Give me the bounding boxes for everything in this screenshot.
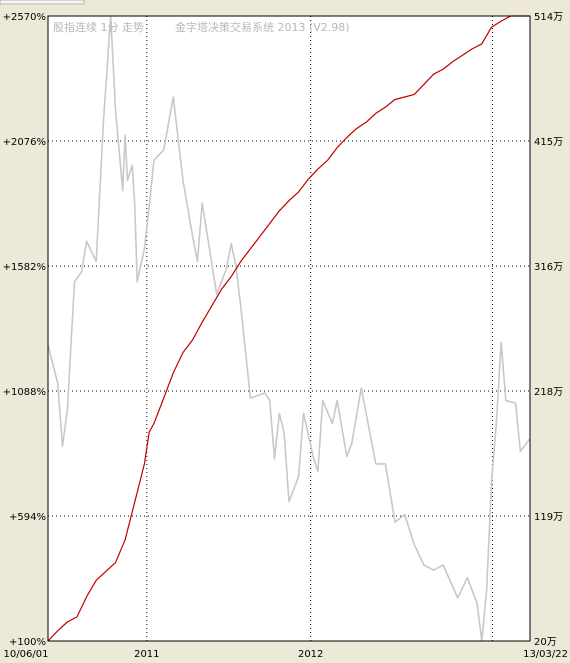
x-axis-tick: 10/06/01: [4, 649, 49, 660]
x-axis-tick: 2011: [134, 649, 159, 660]
left-axis-tick: +100%: [9, 637, 46, 648]
top-strip: [0, 0, 85, 5]
x-axis-tick: 2012: [298, 649, 323, 660]
system-title: 金字塔决策交易系统 2013 (V2.98): [175, 20, 350, 34]
left-axis-tick: +1088%: [3, 387, 46, 398]
left-axis-tick: +2076%: [3, 137, 46, 148]
left-axis-tick: +594%: [9, 512, 46, 523]
plot-frame: [47, 15, 531, 642]
plot-background: [48, 16, 530, 641]
ticks: +2570% 514万 +2076% 415万 +1582% 316万 +1088% 218万…: [3, 12, 568, 660]
right-axis-tick: 316万: [534, 262, 563, 273]
x-axis-tick: 13/03/22: [523, 649, 568, 660]
right-axis-tick: 218万: [534, 387, 563, 398]
chart-title: 股指连续 1分 走势: [53, 20, 144, 34]
index-price-line: [47, 15, 531, 642]
right-axis-tick: 119万: [534, 512, 563, 523]
right-axis-tick: 514万: [534, 12, 563, 23]
right-axis-tick: 415万: [534, 137, 563, 148]
series-layer: [47, 15, 531, 642]
left-axis-tick: +2570%: [3, 12, 46, 23]
grid: [48, 16, 530, 641]
left-axis-tick: +1582%: [3, 262, 46, 273]
right-axis-tick: 20万: [534, 637, 557, 648]
equity-curve-line: [47, 15, 530, 642]
